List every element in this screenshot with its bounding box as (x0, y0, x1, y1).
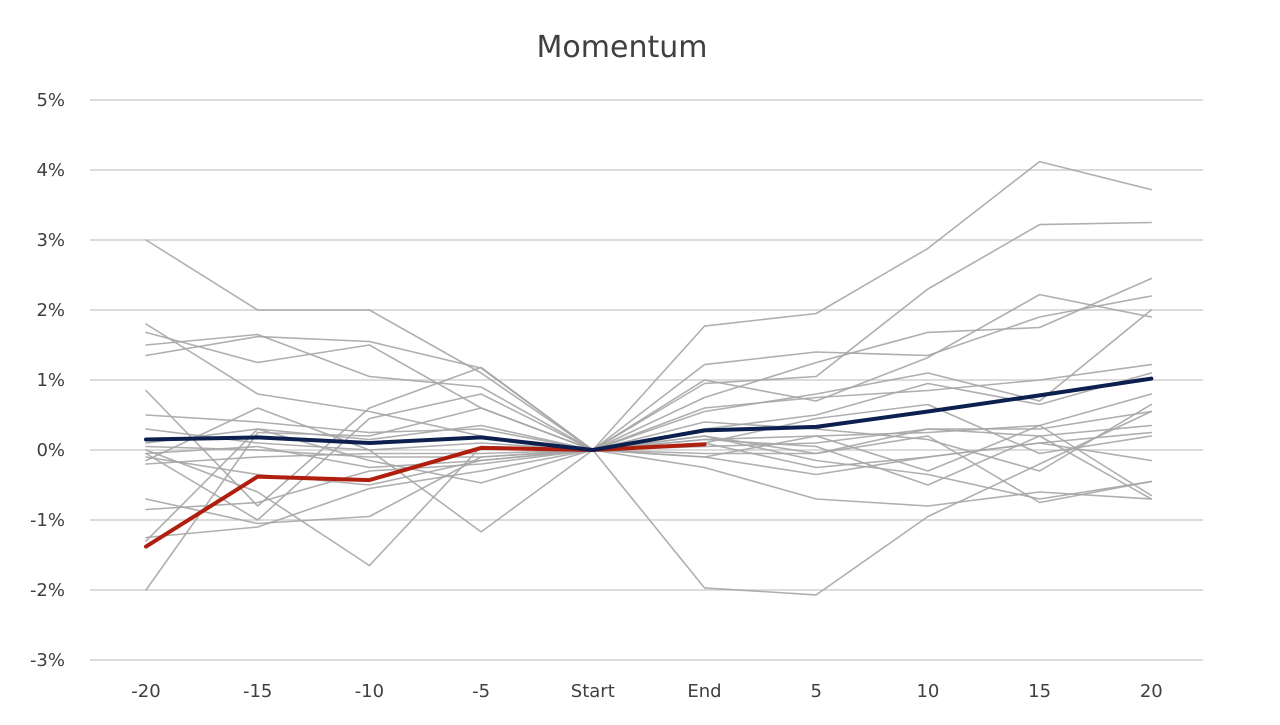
x-axis-tick-labels: -20 -15 -10 -5 Start End 5 10 15 20 (131, 681, 1162, 702)
x-tick-label: Start (571, 681, 615, 702)
x-tick-label: 5 (810, 681, 821, 702)
series-line-bg-14 (145, 449, 1153, 539)
y-tick-label: 2% (36, 300, 65, 321)
chart-title: Momentum (537, 30, 708, 65)
series-lines (144, 160, 1154, 596)
series-line-bg-05 (145, 293, 1153, 451)
x-tick-label: -20 (131, 681, 160, 702)
series-line-bg-19 (145, 393, 1153, 521)
series-line-bg-07 (145, 363, 1153, 451)
x-tick-label: -5 (472, 681, 490, 702)
y-tick-label: 1% (36, 370, 65, 391)
x-tick-label: -15 (243, 681, 272, 702)
series-line-bg-21 (145, 410, 1153, 596)
x-tick-label: -10 (355, 681, 384, 702)
y-axis-tick-labels: 5% 4% 3% 2% 1% 0% -1% -2% -3% (30, 90, 65, 671)
y-tick-label: -1% (30, 510, 65, 531)
y-tick-label: 5% (36, 90, 65, 111)
y-tick-label: -2% (30, 580, 65, 601)
series-line-bg-04 (145, 277, 1153, 451)
x-tick-label: 20 (1140, 681, 1163, 702)
series-line-bg-20 (145, 403, 1153, 472)
series-line-bg-16 (145, 435, 1153, 567)
series-line-bg-02 (145, 295, 1153, 451)
y-tick-label: 3% (36, 230, 65, 251)
series-line-bg-01 (145, 160, 1153, 451)
y-tick-label: -3% (30, 650, 65, 671)
y-tick-label: 4% (36, 160, 65, 181)
x-tick-label: 15 (1028, 681, 1051, 702)
x-tick-label: 10 (916, 681, 939, 702)
series-line-current (144, 442, 707, 549)
x-tick-label: End (687, 681, 721, 702)
series-line-average (144, 376, 1154, 452)
series-line-bg-15 (145, 428, 1153, 542)
y-tick-label: 0% (36, 440, 65, 461)
series-line-bg-03 (145, 221, 1153, 451)
